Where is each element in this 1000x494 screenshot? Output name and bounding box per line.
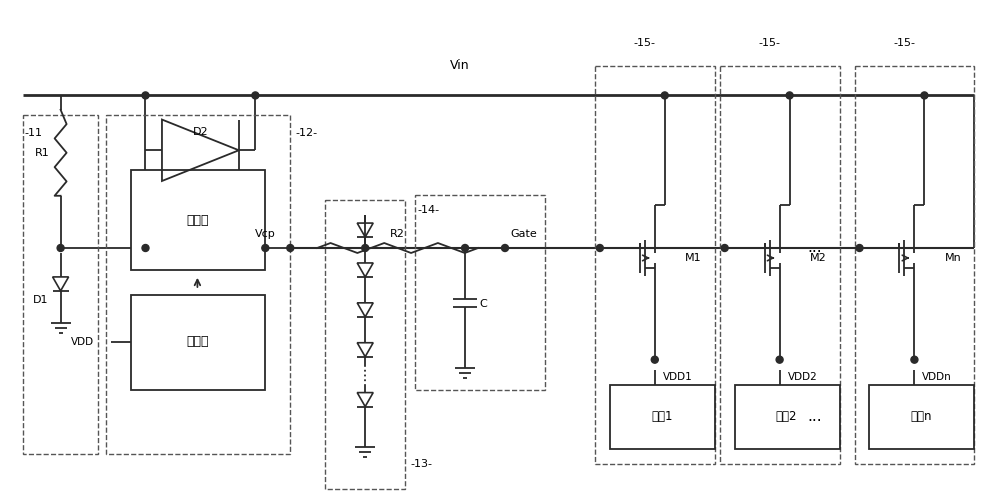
Text: R2: R2 [390, 229, 405, 239]
Text: Vcp: Vcp [255, 229, 275, 239]
Text: -15-: -15- [893, 38, 915, 47]
Bar [610, 385, 715, 450]
Text: VDD2: VDD2 [788, 371, 817, 382]
Bar [415, 195, 545, 390]
Bar [131, 295, 265, 390]
Circle shape [57, 245, 64, 251]
Circle shape [262, 245, 269, 251]
Text: Vin: Vin [450, 59, 470, 72]
Text: D1: D1 [33, 295, 48, 305]
Bar [131, 170, 265, 270]
Text: R1: R1 [35, 148, 50, 158]
Text: 负载1: 负载1 [651, 410, 673, 423]
Text: 电荷泵: 电荷泵 [186, 213, 209, 227]
Bar [720, 66, 840, 464]
Circle shape [786, 92, 793, 99]
Circle shape [362, 245, 369, 251]
Text: -14-: -14- [417, 205, 439, 215]
Circle shape [252, 92, 259, 99]
Circle shape [142, 245, 149, 251]
Text: -13-: -13- [410, 459, 432, 469]
Text: 振荡器: 振荡器 [186, 335, 209, 348]
Text: 负载n: 负载n [911, 410, 932, 423]
Circle shape [287, 245, 294, 251]
Text: M1: M1 [685, 253, 701, 263]
Circle shape [661, 92, 668, 99]
Text: 负载2: 负载2 [776, 410, 797, 423]
Bar [735, 385, 840, 450]
Circle shape [911, 356, 918, 363]
Text: ...: ... [807, 409, 822, 424]
Text: VDD1: VDD1 [663, 371, 693, 382]
Bar [23, 116, 98, 454]
Text: -15-: -15- [634, 38, 656, 47]
Circle shape [921, 92, 928, 99]
Text: M2: M2 [810, 253, 826, 263]
Circle shape [596, 245, 603, 251]
Text: VDDn: VDDn [922, 371, 952, 382]
Bar [106, 116, 290, 454]
Bar [869, 385, 974, 450]
Circle shape [721, 245, 728, 251]
Circle shape [142, 92, 149, 99]
Circle shape [776, 356, 783, 363]
Text: C: C [479, 299, 487, 309]
Circle shape [501, 245, 508, 251]
Text: ...: ... [807, 241, 822, 255]
Text: Mn: Mn [944, 253, 961, 263]
Text: -15-: -15- [759, 38, 781, 47]
Text: VDD: VDD [70, 337, 94, 347]
Circle shape [651, 356, 658, 363]
Bar [595, 66, 715, 464]
Text: -11: -11 [25, 128, 43, 138]
Text: Gate: Gate [510, 229, 537, 239]
Bar [325, 200, 405, 490]
Text: D2: D2 [193, 127, 208, 137]
Bar [855, 66, 974, 464]
Circle shape [462, 245, 469, 251]
Text: -12-: -12- [295, 128, 317, 138]
Circle shape [856, 245, 863, 251]
